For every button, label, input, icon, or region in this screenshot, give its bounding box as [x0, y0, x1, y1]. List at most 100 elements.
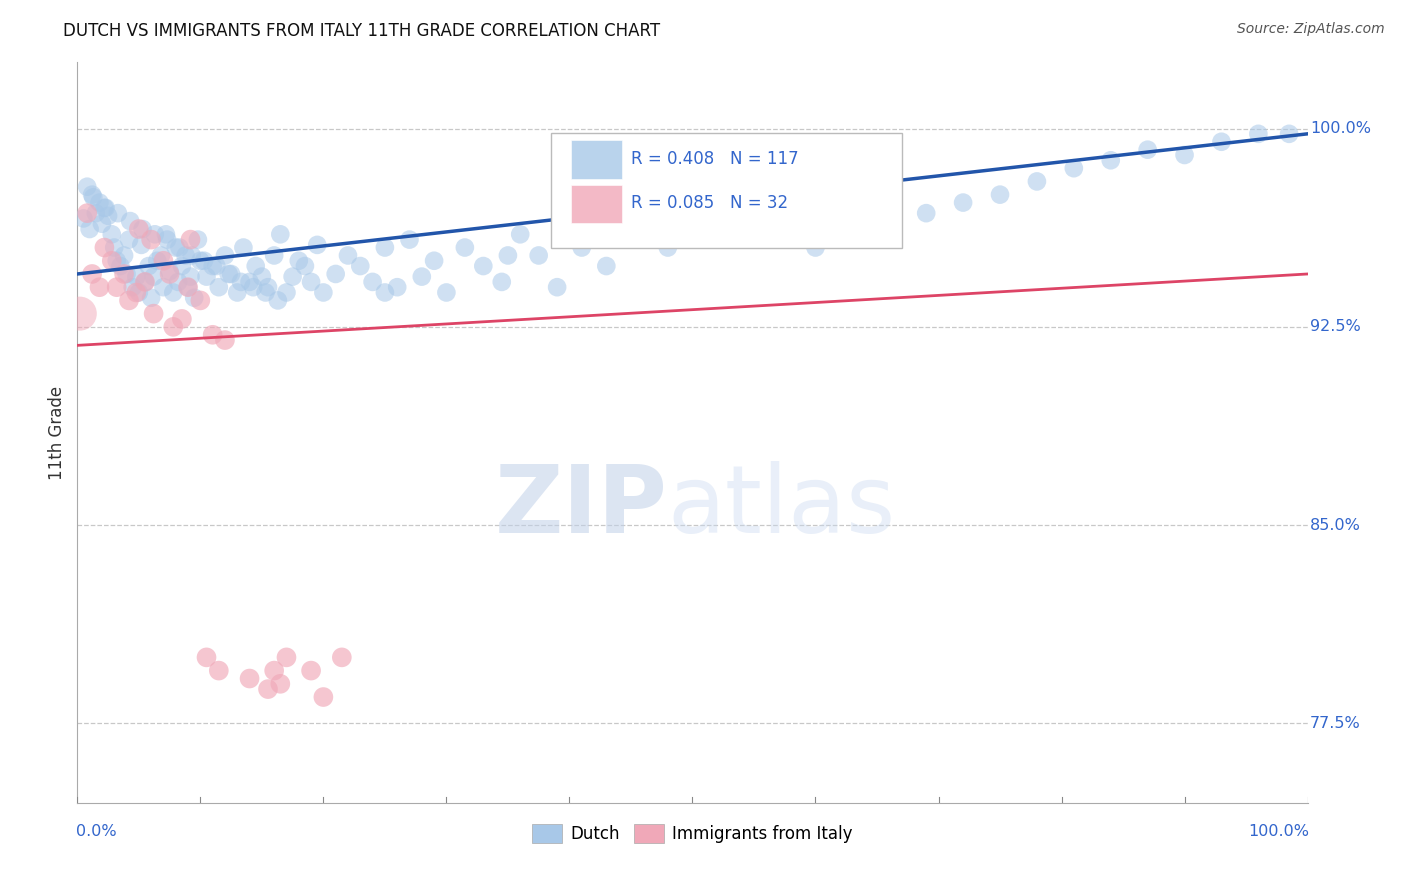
Point	[180, 233, 202, 247]
Point	[411, 269, 433, 284]
Point	[180, 269, 202, 284]
Point	[263, 664, 285, 678]
Point	[742, 222, 765, 236]
Point	[263, 248, 285, 262]
Point	[125, 269, 148, 284]
Point	[134, 275, 156, 289]
Point	[1136, 143, 1159, 157]
Point	[93, 201, 115, 215]
Point	[257, 682, 280, 697]
Point	[1026, 174, 1049, 188]
Point	[232, 240, 254, 255]
Point	[254, 285, 277, 300]
Point	[121, 280, 143, 294]
Point	[208, 664, 231, 678]
Y-axis label: 11th Grade: 11th Grade	[48, 385, 66, 480]
Point	[491, 275, 513, 289]
Point	[269, 677, 291, 691]
Point	[152, 253, 174, 268]
Point	[89, 280, 111, 294]
Point	[915, 206, 938, 220]
Point	[239, 672, 262, 686]
Point	[79, 222, 101, 236]
Point	[374, 240, 396, 255]
Point	[128, 222, 150, 236]
Point	[138, 259, 160, 273]
Point	[134, 275, 156, 289]
Point	[374, 285, 396, 300]
Point	[276, 285, 298, 300]
Point	[165, 240, 187, 255]
Text: DUTCH VS IMMIGRANTS FROM ITALY 11TH GRADE CORRELATION CHART: DUTCH VS IMMIGRANTS FROM ITALY 11TH GRAD…	[63, 22, 661, 40]
Point	[299, 664, 322, 678]
Text: 77.5%: 77.5%	[1310, 716, 1361, 731]
Point	[82, 190, 104, 204]
Text: 100.0%: 100.0%	[1310, 121, 1371, 136]
Point	[187, 233, 209, 247]
Point	[89, 195, 111, 210]
Point	[115, 267, 138, 281]
Point	[496, 248, 519, 262]
Point	[155, 227, 177, 242]
Point	[281, 269, 304, 284]
Point	[1099, 153, 1122, 168]
Point	[118, 293, 141, 308]
Point	[1174, 148, 1197, 162]
Point	[226, 285, 249, 300]
Point	[214, 333, 236, 347]
Point	[101, 253, 124, 268]
FancyBboxPatch shape	[551, 133, 901, 247]
Point	[361, 275, 384, 289]
Point	[125, 285, 148, 300]
Point	[174, 248, 197, 262]
Point	[141, 291, 163, 305]
Point	[349, 259, 371, 273]
Text: 92.5%: 92.5%	[1310, 319, 1361, 334]
Point	[118, 233, 141, 247]
Point	[112, 267, 135, 281]
Point	[325, 267, 347, 281]
Point	[201, 259, 224, 273]
Point	[167, 275, 190, 289]
Point	[509, 227, 531, 242]
Point	[72, 211, 94, 226]
Point	[97, 209, 120, 223]
FancyBboxPatch shape	[571, 185, 623, 223]
Point	[988, 187, 1011, 202]
Point	[180, 248, 202, 262]
Point	[188, 253, 212, 268]
Text: 0.0%: 0.0%	[76, 824, 117, 839]
Point	[162, 319, 184, 334]
Legend: Dutch, Immigrants from Italy: Dutch, Immigrants from Italy	[526, 817, 859, 850]
Point	[177, 280, 200, 294]
Point	[156, 233, 179, 247]
Text: R = 0.085   N = 32: R = 0.085 N = 32	[631, 194, 789, 212]
Point	[141, 233, 163, 247]
Point	[385, 280, 409, 294]
Point	[195, 269, 218, 284]
Point	[307, 238, 329, 252]
Point	[250, 269, 273, 284]
Point	[257, 280, 280, 294]
Point	[436, 285, 458, 300]
Point	[472, 259, 495, 273]
Point	[239, 275, 262, 289]
Point	[159, 264, 181, 278]
Point	[193, 253, 215, 268]
Point	[76, 179, 98, 194]
Point	[84, 206, 107, 220]
Point	[804, 240, 827, 255]
Point	[1211, 135, 1233, 149]
Point	[952, 195, 974, 210]
Point	[107, 206, 129, 220]
Point	[620, 233, 643, 247]
Point	[143, 227, 166, 242]
Text: 100.0%: 100.0%	[1247, 824, 1309, 839]
Point	[841, 222, 863, 236]
Point	[595, 259, 617, 273]
Point	[152, 280, 174, 294]
Point	[205, 259, 228, 273]
Point	[103, 240, 125, 255]
Point	[76, 206, 98, 220]
Point	[218, 267, 240, 281]
